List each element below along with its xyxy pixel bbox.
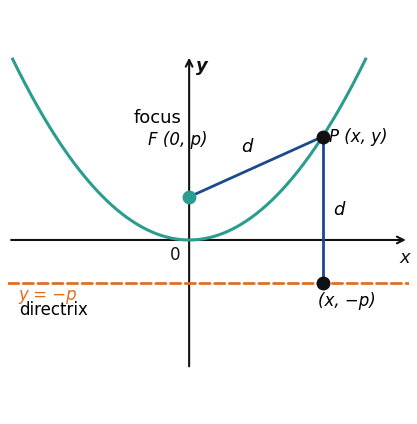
Text: y: y: [196, 57, 208, 75]
Text: d: d: [333, 201, 344, 219]
Text: x: x: [400, 249, 410, 268]
Text: P (x, y): P (x, y): [329, 128, 387, 146]
Text: F (0, p): F (0, p): [148, 131, 207, 149]
Text: (x, −p): (x, −p): [318, 292, 376, 310]
Text: d: d: [241, 139, 253, 156]
Text: focus: focus: [133, 109, 181, 127]
Text: y = −p: y = −p: [19, 287, 77, 304]
Text: directrix: directrix: [19, 301, 88, 319]
Text: 0: 0: [170, 246, 181, 264]
